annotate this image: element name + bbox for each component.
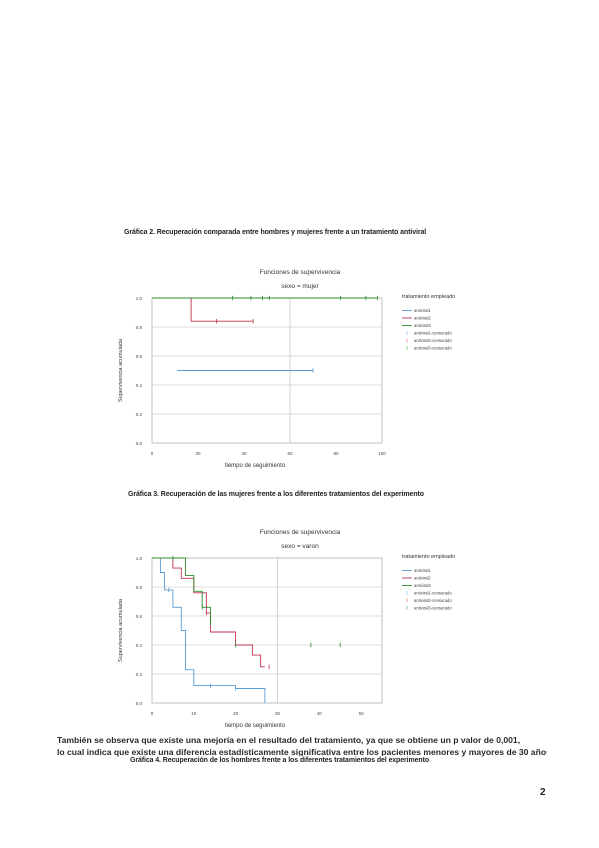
x-axis-label: tiempo de seguimiento (225, 463, 286, 469)
y-tick-label: 1.0 (136, 296, 143, 301)
y-tick-label: 0.4 (136, 383, 143, 388)
legend-label: antiviral3 (414, 323, 431, 328)
legend-label: antiviral1-censurado (414, 331, 452, 336)
y-tick-label: 0.6 (136, 614, 143, 619)
y-axis-label: Supervivencia acumulada (118, 598, 124, 662)
survival-chart-mujer: Funciones de supervivencia sexo = mujer 1.… (118, 269, 455, 469)
legend-label: antiviral2 (414, 576, 431, 581)
legend-label: antiviral2 (414, 316, 431, 321)
plot-area (151, 557, 383, 704)
x-tick-label: 0 (151, 711, 154, 716)
chart-subtitle: sexo = varon (281, 543, 319, 550)
y-tick-label: 0.2 (136, 412, 143, 417)
y-tick-label: 0.6 (136, 354, 143, 359)
legend-label: antiviral1-censurado (414, 591, 452, 596)
x-axis-label: tiempo de seguimiento (225, 723, 286, 729)
caption-grafica-4: Gráfica 4. Recuperación de los hombres f… (128, 756, 431, 765)
survival-chart-varon: Funciones de supervivencia sexo = varon 1.… (118, 529, 455, 729)
chart-subtitle: sexo = mujer (281, 283, 319, 290)
page-number: 2 (540, 787, 546, 798)
body-paragraph-line-1: También se observa que existe una mejorí… (57, 735, 521, 745)
y-tick-label: 0.0 (136, 441, 143, 446)
legend-label: antiviral2-censurado (414, 598, 452, 603)
caption-grafica-2: Gráfica 2. Recuperación comparada entre … (124, 229, 427, 236)
legend-label: antiviral1 (414, 308, 431, 313)
legend-label: antiviral3-censurado (414, 606, 452, 611)
y-axis-label: Supervivencia acumulada (118, 338, 124, 402)
series-line-antiviral3 (152, 557, 211, 624)
y-tick-label: 0.8 (136, 585, 143, 590)
y-tick-label: 0.2 (136, 672, 143, 677)
x-tick-label: 100 (378, 451, 386, 456)
x-tick-label: 10 (191, 711, 197, 716)
legend-label: antiviral1 (414, 568, 431, 573)
series-line-antiviral2 (152, 557, 265, 668)
x-tick-label: 80 (333, 451, 339, 456)
chart-title: Funciones de supervivencia (260, 529, 341, 536)
x-tick-label: 50 (359, 711, 365, 716)
x-tick-label: 40 (241, 451, 247, 456)
x-tick-label: 30 (275, 711, 281, 716)
legend-label: antiviral2-censurado (414, 338, 452, 343)
y-tick-label: 0.4 (136, 643, 143, 648)
chart-title: Funciones de supervivencia (260, 269, 341, 276)
legend-title: tratamiento empleado (402, 294, 455, 300)
legend-label: antiviral3-censurado (414, 346, 452, 351)
y-tick-label: 0.8 (136, 325, 143, 330)
y-tick-label: 1.0 (136, 556, 143, 561)
x-tick-label: 0 (151, 451, 154, 456)
body-paragraph-line-2: lo cual indica que existe una diferencia… (57, 747, 547, 757)
x-tick-label: 60 (287, 451, 293, 456)
caption-grafica-3: Gráfica 3. Recuperación de las mujeres f… (128, 491, 424, 498)
x-tick-label: 20 (195, 451, 201, 456)
x-tick-label: 20 (233, 711, 239, 716)
legend-label: antiviral3 (414, 583, 431, 588)
x-tick-label: 40 (317, 711, 323, 716)
y-tick-label: 0.0 (136, 701, 143, 706)
legend-title: tratamiento empleado (402, 554, 455, 560)
